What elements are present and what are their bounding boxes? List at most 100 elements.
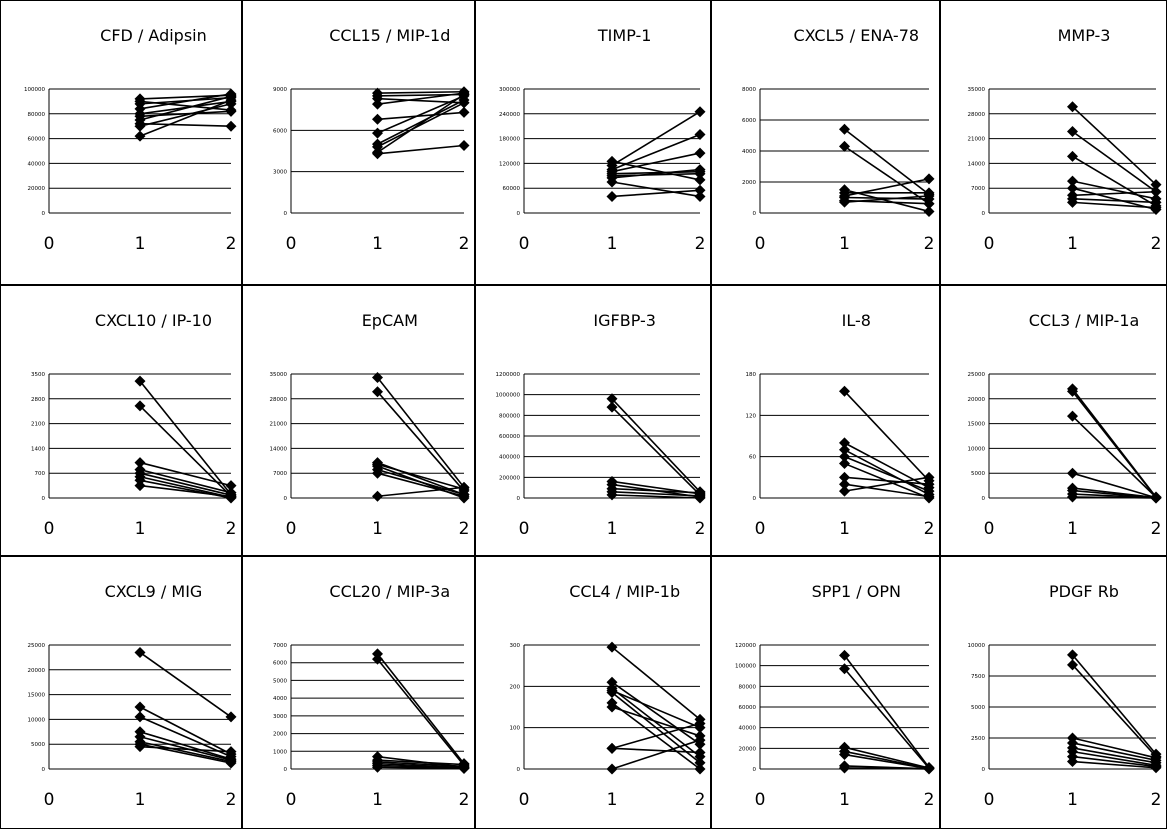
data-point [372, 653, 383, 665]
data-point [372, 113, 383, 125]
data-point [694, 757, 706, 769]
series-line [377, 766, 465, 770]
chart-panel: CCL15 / MIP-1d 0 3000 6000 9000 0 1 2 [242, 0, 475, 285]
series-line [139, 472, 232, 496]
chart-panel: IGFBP-3 0 200000 400000 600000 800000 1000000 1… [475, 285, 711, 556]
x-tick-label: 2 [459, 519, 470, 539]
series-line [1072, 737, 1157, 759]
data-point [694, 734, 706, 746]
data-point [372, 127, 383, 139]
data-point [1067, 467, 1078, 479]
data-point [923, 491, 935, 503]
data-point [923, 471, 935, 483]
y-tick-label: 20000 [28, 668, 46, 674]
x-tick-label: 1 [135, 234, 146, 254]
series-line [377, 468, 465, 496]
y-tick-label: 20000 [28, 186, 46, 192]
series-line [1072, 496, 1157, 499]
x-tick-label: 2 [695, 519, 706, 539]
y-tick-label: 80000 [739, 684, 757, 690]
y-tick-label: 15000 [968, 422, 986, 428]
y-tick-label: 300 [510, 643, 521, 649]
series-line [377, 102, 465, 148]
x-tick-label: 2 [226, 790, 237, 810]
x-tick-label: 0 [44, 234, 55, 254]
series-line [843, 668, 930, 769]
y-tick-label: 120000 [735, 643, 756, 649]
series-line [139, 475, 232, 499]
data-point [1150, 179, 1162, 191]
y-tick-label: 4000 [742, 149, 756, 155]
data-point [1067, 196, 1078, 208]
series-line [377, 90, 465, 94]
series-line [139, 95, 232, 121]
data-point [134, 120, 146, 132]
x-tick-label: 0 [984, 519, 995, 539]
chart-title: CXCL10 / IP-10 [95, 311, 212, 330]
x-tick-label: 1 [607, 790, 618, 810]
series-line [844, 455, 930, 492]
data-point [606, 676, 618, 688]
y-tick-label: 10000 [968, 446, 986, 452]
data-point [694, 174, 706, 186]
series-line [611, 189, 701, 198]
series-line [139, 468, 232, 494]
data-point [134, 711, 146, 723]
data-point [134, 375, 146, 387]
chart-svg: EpCAM 0 7000 14000 21000 28000 35000 0 1 2 [270, 311, 470, 539]
data-point [1150, 762, 1162, 774]
y-tick-label: 2000 [273, 732, 287, 738]
x-tick-label: 2 [226, 234, 237, 254]
x-tick-label: 1 [372, 234, 383, 254]
chart-svg: IGFBP-3 0 200000 400000 600000 800000 1000000 1… [496, 311, 706, 539]
x-tick-label: 2 [459, 790, 470, 810]
series-line [377, 463, 465, 490]
series-line [844, 195, 930, 203]
series-line [844, 753, 930, 770]
chart-svg: CXCL9 / MIG 0 5000 10000 15000 20000 25000 0 1 2 [28, 582, 237, 810]
data-point [839, 478, 850, 490]
y-tick-label: 25000 [968, 372, 986, 378]
data-point [606, 401, 618, 413]
x-tick-label: 0 [519, 790, 530, 810]
data-point [694, 190, 706, 202]
series-line [376, 653, 465, 765]
y-tick-label: 0 [42, 211, 46, 217]
y-tick-label: 200000 [499, 475, 520, 481]
chart-panel: CXCL10 / IP-10 0 700 1400 2100 2800 3500 0 1 2 [0, 285, 242, 556]
series-line [611, 406, 701, 496]
series-line [1072, 190, 1157, 197]
y-tick-label: 40000 [28, 161, 46, 167]
y-tick-label: 7000 [273, 643, 287, 649]
data-point [225, 757, 237, 769]
y-tick-label: 0 [982, 767, 986, 773]
y-tick-label: 21000 [270, 422, 288, 428]
x-tick-label: 1 [607, 234, 618, 254]
y-tick-label: 100000 [24, 87, 45, 93]
x-tick-label: 1 [839, 790, 850, 810]
data-point [1067, 756, 1078, 768]
data-point [1067, 126, 1078, 138]
x-tick-label: 2 [1151, 790, 1162, 810]
series-line [1072, 750, 1157, 767]
data-point [606, 641, 618, 653]
data-point [923, 478, 935, 490]
y-tick-label: 120000 [499, 161, 520, 167]
data-point [694, 718, 706, 730]
chart-title: CCL15 / MIP-1d [329, 26, 450, 45]
y-tick-label: 2100 [31, 422, 45, 428]
y-tick-label: 28000 [270, 397, 288, 403]
data-point [839, 451, 850, 463]
data-point [923, 763, 935, 775]
y-tick-label: 28000 [968, 112, 986, 118]
x-tick-label: 0 [984, 234, 995, 254]
chart-title: IGFBP-3 [593, 311, 656, 330]
y-tick-label: 0 [753, 767, 757, 773]
data-point [225, 746, 237, 758]
chart-panel: CXCL9 / MIG 0 5000 10000 15000 20000 25000 0 1 2 [0, 556, 242, 829]
x-tick-label: 2 [1151, 234, 1162, 254]
series-line [139, 745, 232, 753]
data-point [1067, 649, 1078, 661]
data-point [694, 763, 706, 775]
chart-panel: PDGF Rb 0 2500 5000 7500 10000 0 1 2 [940, 556, 1167, 829]
